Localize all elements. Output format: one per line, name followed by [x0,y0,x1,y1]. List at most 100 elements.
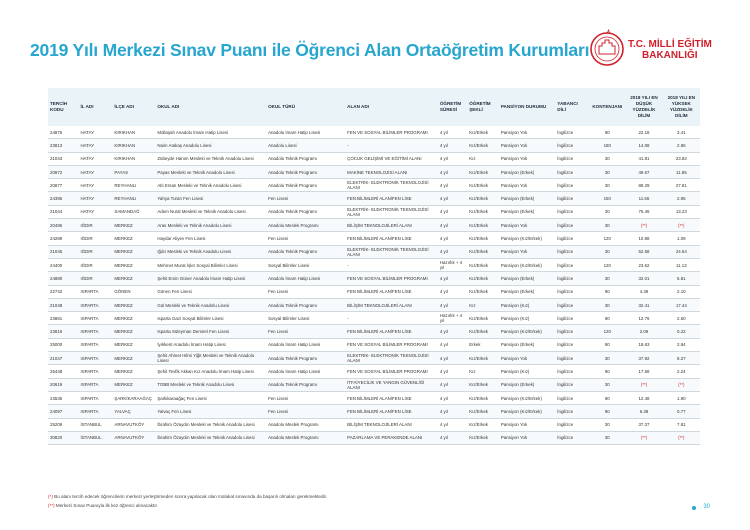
table-cell: İngilizce [555,431,590,446]
table-cell: Kız/Erkek [467,391,499,406]
table-cell: 37.37 [625,418,663,432]
table-cell: Haydar Aliyev Fen Lisesi [155,231,267,246]
table-cell: IĞDIR [78,258,113,273]
table-cell: 4 yıl [437,391,468,406]
column-header: İL ADI [78,88,113,126]
table-cell: Pansiyon Yok [498,126,556,140]
table-cell: 24289 [48,231,79,246]
table-cell: İngilizce [555,245,590,259]
table-cell: MERKEZ [112,218,156,233]
table-cell: 27.81 [662,178,700,193]
table-cell: FEN BİLİMLERİ ALAN/FEN LİSE [345,231,438,246]
table-cell: 90 [589,311,626,326]
table-cell: 4 yıl [437,231,468,246]
table-cell: Fen Lisesi [266,404,346,419]
table-cell: Kız [467,298,499,313]
table-row: 24880 IĞDIR MERKEZ Şehit Emin Güner Anadolu… [48,271,700,286]
table-cell: Kız/Erkek [467,431,499,446]
table-cell: 21047 [48,351,79,366]
table-cell: FEN VE SOSYAL BİLİMLER PROGRAMI [345,338,438,353]
table-cell: 6.38 [625,404,663,419]
table-cell: İngilizce [555,138,590,153]
table-row: 23881 ISPARTA MERKEZ Isparta Gazi Sosyal Bi… [48,311,700,326]
table-cell: (**) [625,431,663,446]
table-cell: Kız/Erkek [467,271,499,286]
table-cell: HATAY [78,178,113,193]
table-cell: HATAY [78,152,113,166]
table-cell: 75.46 [625,205,663,220]
table-cell: Kız/Erkek [467,191,499,206]
table-cell: 30 [589,378,626,392]
table-cell: Kız/Erkek [467,378,499,392]
table-cell: Anadolu Teknik Programı [266,245,346,259]
table-cell: SAMANDAĞ [112,205,156,220]
table-cell: İngilizce [555,231,590,246]
table-cell: Kız/Erkek [467,285,499,299]
table-row: 24289 IĞDIR MERKEZ Haydar Aliyev Fen Lisesi… [48,231,700,246]
table-cell: Pansiyon (Kız) [498,364,556,379]
table-cell: Isparta Süleyman Demirel Fen Lisesi [155,324,267,339]
table-cell: İngilizce [555,191,590,206]
table-cell: 8.27 [662,351,700,366]
table-cell: Anadolu Teknik Programı [266,378,346,392]
table-cell: 120 [589,324,626,339]
table-cell: İyıkkent Anadolu İmam Hatip Lisesi [155,338,267,353]
table-cell: ELEKTRİK- ELEKTRONİK TEKNOLOJİSİ ALANI [345,245,438,259]
table-cell: 21043 [48,152,79,166]
table-cell: Pansiyon (Kız) [498,311,556,326]
table-cell: 11.95 [662,165,700,180]
table-cell: Anadolu Teknik Programı [266,165,346,180]
table-cell: Adem Nural Mesleki ve Teknik Anadolu Lis… [155,205,267,220]
table-cell: 4 yıl [437,338,468,353]
table-cell: MERKEZ [112,245,156,259]
table-cell: (**) [625,218,663,233]
table-cell: 2.10 [662,285,700,299]
table-cell: 12.76 [625,311,663,326]
table-cell: 90 [589,391,626,406]
table-cell: FEN BİLİMLERİ ALAN/FEN LİSE [345,191,438,206]
table-cell: ARNAVUTKÖY [112,431,156,446]
table-cell: 90 [589,404,626,419]
table-cell: 41.81 [625,152,663,166]
table-cell: ISPARTA [78,391,113,406]
table-cell: 30 [589,431,626,446]
table-cell: 4.38 [625,285,663,299]
column-header: YABANCI DİLİ [555,88,590,126]
schools-table: TERCİH KODU İL ADI İLÇE ADI OKUL ADI OKUL TÜ… [48,88,700,446]
table-cell: 4 yıl [437,165,468,180]
table-cell: 88.29 [625,178,663,193]
table-cell: 24395 [48,191,79,206]
table-cell: 4 yıl [437,138,468,153]
table-cell: İbrahim Özaydın Mesleki ve Teknik Anadol… [155,418,267,432]
table-cell: MERKEZ [112,298,156,313]
table-cell: Şarkikaraağaç Fen Lisesi [155,391,267,406]
table-cell: Şehit Tevfik Akkan Kız Anadolu İmam Hati… [155,364,267,379]
table-cell: 2.95 [662,191,700,206]
table-cell: 4 yıl [437,218,468,233]
table-cell: Sosyal Bilimler Lisesi [266,311,346,326]
table-row: 20619 ISPARTA MERKEZ TOBB Mesleki ve Teknik… [48,378,700,392]
table-cell: IĞDIR [78,231,113,246]
table-cell: İngilizce [555,165,590,180]
table-row: 30820 İSTANBUL ARNAVUTKÖY İbrahim Özaydın M… [48,431,700,446]
column-header: OKUL TÜRÜ [266,88,346,126]
table-cell: Pansiyon (Erkek) [498,165,556,180]
table-row: 22742 ISPARTA GÖNEN Gönen Fen Lisesi Fen Lis… [48,285,700,299]
table-row: 20486 IĞDIR MERKEZ Aras Mesleki ve Teknik A… [48,218,700,233]
table-cell: Anadolu İmam Hatip Lisesi [266,364,346,379]
table-cell: İngilizce [555,152,590,166]
table-cell: Naim Atakaş Anadolu Lisesi [155,138,267,153]
table-cell: 24097 [48,404,79,419]
table-cell: 30 [589,351,626,366]
logo-line-1: T.C. MİLLİ EĞİTİM [628,39,712,50]
table-cell: 2.94 [662,338,700,353]
table-cell: 21048 [48,298,79,313]
table-cell: ISPARTA [78,311,113,326]
column-header: 2018 YILI EN DÜŞÜK YÜZDELİK DİLİM [625,88,663,126]
table-cell: 11.13 [662,258,700,273]
table-row: 20872 HATAY PAYAS Payas Mesleki ve Teknik A… [48,165,700,180]
table-cell: 22742 [48,285,79,299]
table-cell: 18.63 [625,338,663,353]
table-cell: 37.92 [625,351,663,366]
table-cell: 2.50 [662,311,700,326]
